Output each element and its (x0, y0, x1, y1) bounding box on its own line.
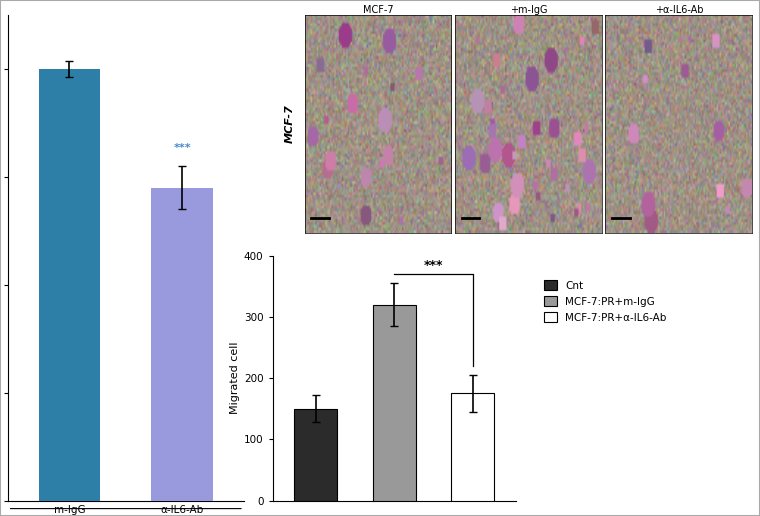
Text: ***: *** (424, 259, 443, 272)
Text: MCF-7: MCF-7 (285, 105, 295, 143)
Bar (372, 304, 416, 501)
Legend: Cnt, MCF-7:PR+m-IgG, MCF-7:PR+α-IL6-Ab: Cnt, MCF-7:PR+m-IgG, MCF-7:PR+α-IL6-Ab (544, 281, 667, 322)
Text: ***: *** (173, 143, 191, 153)
Bar (151, 188, 213, 516)
Bar (294, 409, 337, 501)
Title: MCF-7:PR
+m-IgG: MCF-7:PR +m-IgG (505, 0, 552, 14)
Bar (39, 69, 100, 516)
Title: MCF-7:PR
+α-IL6-Ab: MCF-7:PR +α-IL6-Ab (654, 0, 703, 14)
Y-axis label: Migrated cell: Migrated cell (230, 342, 239, 414)
Bar (451, 393, 495, 501)
Title: MCF-7: MCF-7 (363, 5, 394, 14)
